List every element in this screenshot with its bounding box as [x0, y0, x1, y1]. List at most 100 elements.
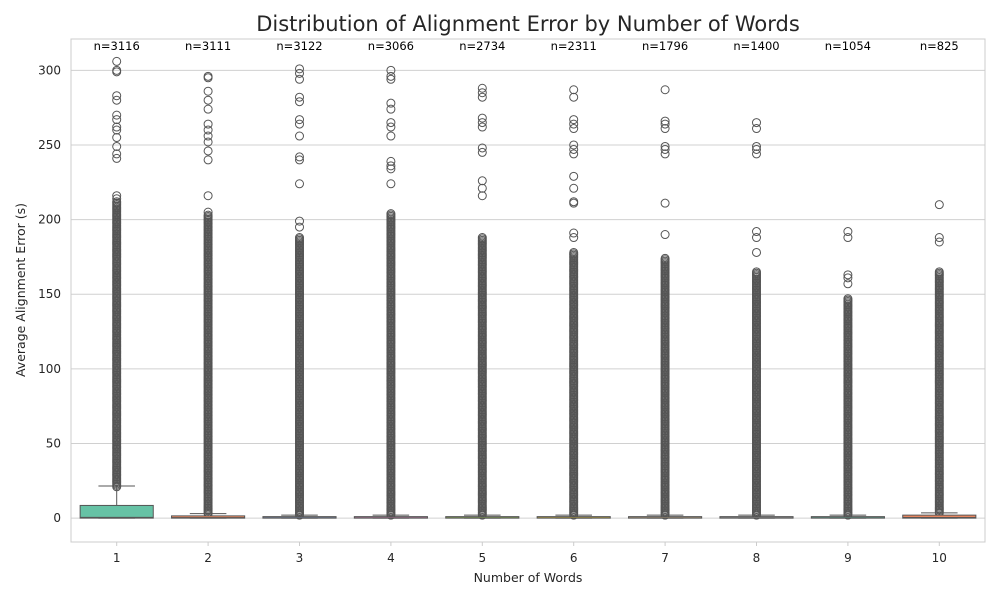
outlier-point — [295, 74, 304, 84]
outlier-point — [112, 125, 122, 135]
outlier-point — [569, 149, 579, 159]
count-label: n=3111 — [185, 39, 231, 53]
outlier-point — [386, 131, 396, 141]
x-tick-label: 5 — [478, 551, 486, 565]
outlier-point — [752, 118, 761, 128]
outlier-point — [203, 155, 213, 165]
outlier-point — [295, 68, 304, 78]
outlier-point — [569, 144, 579, 154]
box-2 — [171, 71, 246, 519]
outlier-point — [569, 228, 579, 238]
outlier-point — [203, 95, 213, 105]
outlier-point — [386, 104, 396, 114]
outlier-point — [477, 118, 487, 128]
outlier-point — [477, 183, 487, 193]
outlier-point — [203, 137, 213, 147]
outlier-point — [660, 198, 670, 208]
box-9 — [810, 227, 885, 520]
outlier-point — [112, 91, 122, 101]
box-7 — [628, 85, 703, 520]
outlier-point — [112, 65, 122, 75]
outlier-point — [386, 74, 396, 84]
x-tick-label: 2 — [204, 551, 212, 565]
outlier-point — [660, 253, 670, 263]
outlier-point — [843, 227, 853, 237]
x-tick-label: 4 — [387, 551, 395, 565]
outlier-point — [203, 86, 213, 96]
outlier-point — [752, 267, 761, 277]
outlier-point — [295, 92, 304, 102]
y-axis: 0 50 100 150 200 250 300 — [38, 63, 61, 525]
outlier-point — [934, 267, 944, 277]
outlier-point — [477, 191, 487, 201]
y-tick-label: 0 — [53, 511, 61, 525]
outlier-point — [295, 233, 304, 243]
outlier-point — [660, 85, 670, 95]
x-tick-label: 10 — [932, 551, 947, 565]
outlier-point — [752, 247, 761, 257]
outlier-point — [112, 133, 122, 143]
outlier-point — [752, 149, 761, 159]
outlier-point — [112, 110, 122, 120]
outlier-point — [112, 194, 122, 204]
outlier-point — [386, 164, 396, 174]
outlier-point — [477, 147, 487, 157]
outlier-point — [203, 207, 213, 217]
count-label: n=3116 — [94, 39, 140, 53]
count-label: n=1400 — [733, 39, 779, 53]
y-tick-label: 50 — [46, 436, 61, 450]
x-tick-label: 3 — [296, 551, 304, 565]
outlier-point — [295, 97, 304, 107]
box-6 — [536, 85, 611, 520]
box-body — [902, 514, 977, 519]
outlier-point — [112, 149, 122, 159]
outlier-point — [569, 92, 579, 102]
outlier-point — [660, 119, 670, 129]
count-labels: n=3116 n=3111 n=3122 n=3066 n=2734 n=2311 n=17… — [94, 39, 959, 53]
outlier-point — [934, 237, 944, 247]
outlier-point — [569, 247, 579, 257]
outlier-point — [295, 64, 304, 74]
outlier-point — [569, 171, 579, 181]
outlier-point — [934, 233, 944, 243]
outlier-point — [295, 216, 304, 226]
chart-title: Distribution of Alignment Error by Numbe… — [256, 12, 800, 36]
outlier-point — [569, 140, 579, 150]
outlier-point — [660, 144, 670, 154]
outlier-point — [112, 56, 122, 66]
outlier-point — [477, 88, 487, 98]
box-5 — [445, 83, 520, 520]
count-label: n=1054 — [825, 39, 871, 53]
outlier-point — [386, 122, 396, 132]
outlier-point — [203, 210, 213, 220]
outlier-point — [203, 131, 213, 141]
plot-area — [79, 56, 977, 520]
outlier-point — [477, 233, 487, 243]
outlier-point — [660, 230, 670, 240]
x-axis: 1 2 3 4 5 6 7 8 9 10 — [113, 542, 947, 565]
outlier-point — [477, 83, 487, 93]
outlier-point — [569, 183, 579, 193]
y-tick-label: 200 — [38, 213, 61, 227]
outlier-point — [752, 124, 761, 134]
outlier-point — [295, 179, 304, 189]
outlier-point — [660, 149, 670, 159]
outlier-point — [752, 233, 761, 243]
outlier-point — [934, 200, 944, 210]
box-body — [79, 504, 154, 519]
outlier-point — [112, 95, 122, 105]
outlier-point — [386, 65, 396, 75]
outlier-point — [112, 153, 122, 163]
x-axis-label: Number of Words — [474, 570, 583, 585]
y-axis-label: Average Alignment Error (s) — [13, 203, 28, 377]
outlier-point — [569, 197, 579, 207]
outlier-point — [203, 104, 213, 114]
x-tick-label: 1 — [113, 551, 121, 565]
plot-frame — [70, 38, 986, 543]
outlier-point — [112, 191, 122, 201]
count-label: n=1796 — [642, 39, 688, 53]
x-tick-label: 7 — [661, 551, 669, 565]
outlier-point — [569, 119, 579, 129]
outlier-point — [752, 227, 761, 237]
